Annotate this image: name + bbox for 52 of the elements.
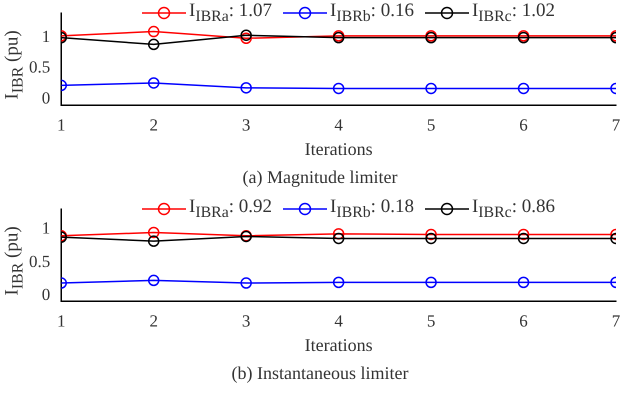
- point: [518, 228, 530, 240]
- x-tick-label: 4: [334, 116, 344, 135]
- x-axis-title: Iterations: [304, 334, 373, 355]
- x-tick-label: 3: [242, 116, 250, 135]
- point: [148, 235, 160, 247]
- point: [332, 276, 344, 288]
- x-tick-label: 1: [57, 312, 66, 331]
- x-tick-label: 4: [334, 312, 344, 331]
- y-tick-label: 0: [42, 88, 50, 108]
- x-tick-label: 7: [612, 116, 621, 135]
- text: (a) Magnitude limiter: [242, 167, 398, 188]
- y-tick-label: 0.5: [29, 58, 50, 77]
- x-tick-label: 7: [612, 312, 621, 331]
- y-tick-label: 0.5: [29, 252, 50, 271]
- text: (b) Instantaneous limiter: [230, 363, 410, 384]
- point: [425, 228, 437, 240]
- point: [518, 82, 530, 94]
- legend-label: I$_{IBRa}$: 1.07: [189, 0, 272, 26]
- x-tick-label: 1: [57, 116, 66, 135]
- point: [148, 77, 160, 89]
- y-tick-label: 1: [42, 218, 50, 238]
- point: [148, 226, 160, 238]
- x-tick-label: 6: [519, 116, 528, 135]
- point: [425, 232, 437, 244]
- legend-label: I$_{IBRc}$: 1.02: [472, 0, 555, 26]
- point: [425, 82, 437, 94]
- legend-label: I$_{IBRa}$: 0.92: [189, 196, 272, 222]
- legend-label: I$_{IBRc}$: 0.86: [472, 196, 555, 222]
- point: [240, 29, 252, 41]
- point: [332, 232, 344, 244]
- x-tick-label: 2: [149, 116, 158, 135]
- x-tick-label: 2: [149, 312, 158, 331]
- point: [148, 26, 160, 38]
- x-tick-label: 5: [426, 312, 436, 331]
- point: [240, 82, 252, 94]
- point: [240, 32, 252, 44]
- point: [332, 82, 344, 94]
- legend-label: I$_{IBRb}$: 0.16: [330, 0, 414, 26]
- x-tick-label: 5: [426, 116, 436, 135]
- point: [240, 277, 252, 289]
- y-tick-label: 0: [42, 285, 50, 304]
- x-axis-title: Iterations: [304, 138, 373, 159]
- x-tick-label: 6: [519, 312, 528, 331]
- point: [518, 276, 530, 288]
- point: [332, 228, 344, 240]
- legend-label: I$_{IBRb}$: 0.18: [330, 196, 414, 222]
- point: [518, 232, 530, 244]
- x-tick-label: 3: [242, 312, 250, 331]
- y-tick-label: 1: [42, 27, 50, 46]
- point: [148, 274, 160, 286]
- point: [148, 38, 160, 50]
- point: [425, 276, 437, 288]
